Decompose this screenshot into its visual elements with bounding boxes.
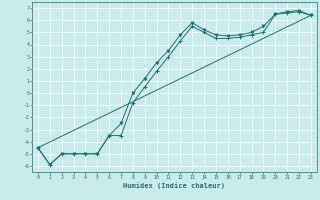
X-axis label: Humidex (Indice chaleur): Humidex (Indice chaleur) bbox=[124, 182, 225, 189]
